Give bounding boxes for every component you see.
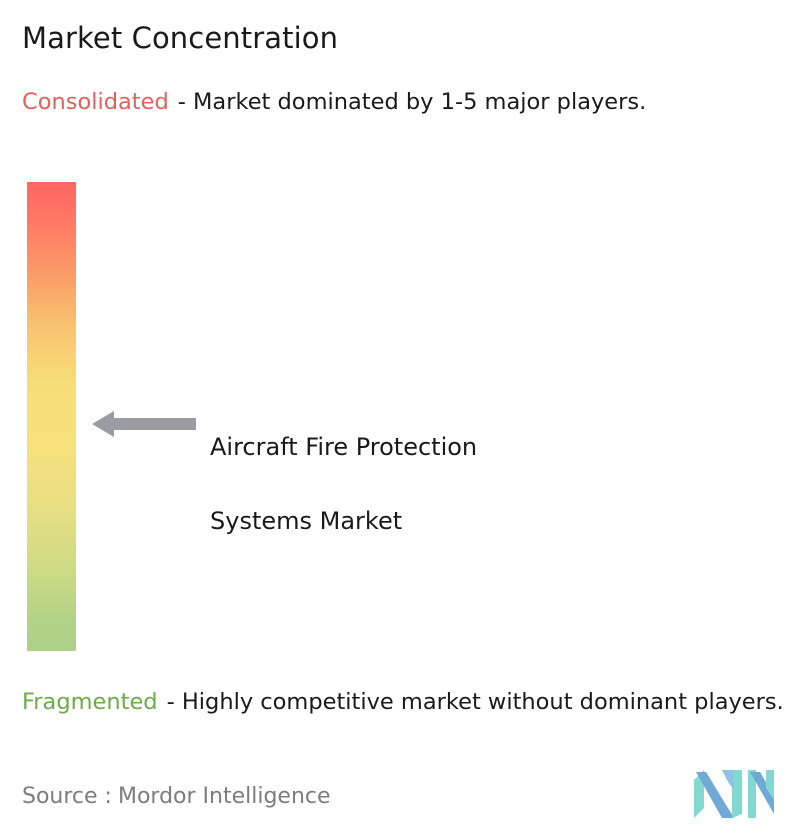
left-arrow-icon xyxy=(92,408,196,440)
source-label: Source : xyxy=(22,784,112,809)
page-title: Market Concentration xyxy=(22,21,339,55)
mordor-intelligence-logo xyxy=(694,770,776,818)
annotation-label-line1: Aircraft Fire Protection xyxy=(210,433,478,461)
annotation-label-line2: Systems Market xyxy=(210,507,403,535)
market-concentration-gradient-bar xyxy=(27,182,76,651)
legend-keyword-consolidated: Consolidated xyxy=(22,89,169,115)
legend-keyword-fragmented: Fragmented xyxy=(22,689,158,715)
legend-description-fragmented: - Highly competitive market without domi… xyxy=(166,689,784,715)
source-value: Mordor Intelligence xyxy=(117,784,331,809)
market-annotation: Aircraft Fire Protection Systems Market xyxy=(92,392,652,535)
legend-consolidated: Consolidated - Market dominated by 1-5 ma… xyxy=(22,86,778,118)
source-line: Source : Mordor Intelligence xyxy=(22,782,331,812)
legend-description-consolidated: - Market dominated by 1-5 major players. xyxy=(177,89,647,115)
legend-fragmented: Fragmented - Highly competitive market wi… xyxy=(22,686,792,718)
annotation-label-block: Aircraft Fire Protection Systems Market xyxy=(210,392,477,577)
